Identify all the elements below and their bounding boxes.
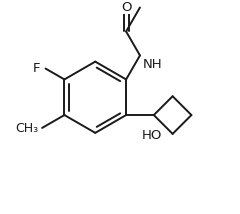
Text: F: F: [33, 62, 41, 75]
Text: CH₃: CH₃: [15, 122, 38, 135]
Text: NH: NH: [143, 58, 162, 71]
Text: HO: HO: [142, 129, 162, 142]
Text: O: O: [121, 1, 131, 14]
